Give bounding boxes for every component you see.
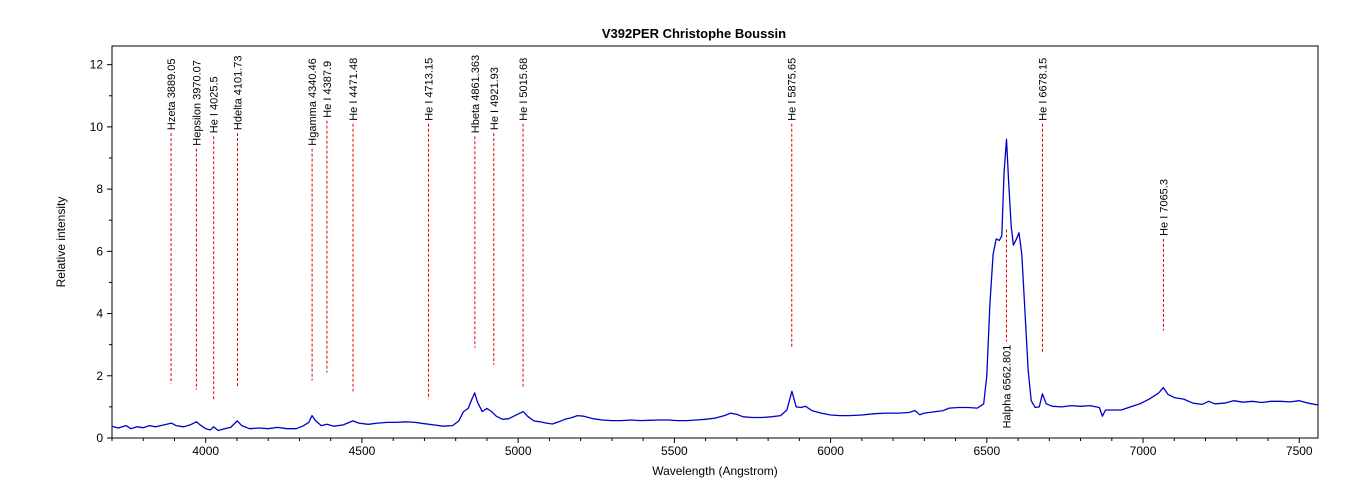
line-marker-label: Hgamma 4340.46 <box>307 58 319 145</box>
y-tick-label: 0 <box>96 431 103 445</box>
y-tick-label: 4 <box>96 307 103 321</box>
spectral-line-markers: Hzeta 3889.05 Hepsilon 3970.07 He I 4025.5… <box>166 55 1170 428</box>
y-tick-label: 2 <box>96 369 103 383</box>
line-marker-label: He I 4713.15 <box>424 58 436 121</box>
line-marker-label: Hepsilon 3970.07 <box>191 60 203 146</box>
series-layer <box>111 138 1319 432</box>
line-marker-label: Hbeta 4861.363 <box>470 55 482 133</box>
plot-area-frame <box>111 45 1319 439</box>
line-marker-label: He I 4471.48 <box>348 58 360 121</box>
x-tick-label: 7000 <box>1130 444 1157 458</box>
y-tick-label: 8 <box>96 182 103 196</box>
line-marker-label: He I 5015.68 <box>518 58 530 121</box>
line-marker-label: He I 7065.3 <box>1158 179 1170 236</box>
chart-title: V392PER Christophe Boussin <box>602 26 786 41</box>
y-tick-label: 12 <box>90 58 104 72</box>
line-marker-label: Hzeta 3889.05 <box>166 59 178 131</box>
x-tick-label: 5000 <box>505 444 532 458</box>
y-tick-label: 6 <box>96 244 103 258</box>
line-marker-label: He I 4387.9 <box>322 61 334 118</box>
line-marker-label: Hdelta 4101.73 <box>233 55 245 130</box>
x-tick-label: 6000 <box>817 444 844 458</box>
x-axis: 4000 4500 5000 5500 6000 6500 7000 7500 <box>111 438 1313 458</box>
x-tick-label: 7500 <box>1286 444 1313 458</box>
line-marker-label: Halpha 6562.801 <box>1001 345 1013 429</box>
y-axis: 0 2 4 6 8 10 12 <box>90 58 112 445</box>
spectrum-line-series-0 <box>111 138 1319 432</box>
line-marker-label: He I 5875.65 <box>787 58 799 121</box>
x-tick-label: 6500 <box>973 444 1000 458</box>
x-tick-label: 4000 <box>192 444 219 458</box>
x-axis-title: Wavelength (Angstrom) <box>652 464 778 478</box>
x-tick-label: 4500 <box>349 444 376 458</box>
line-marker-label: He I 4921.93 <box>489 67 501 130</box>
y-tick-label: 10 <box>90 120 104 134</box>
line-marker-label: He I 4025.5 <box>209 76 221 133</box>
x-tick-label: 5500 <box>661 444 688 458</box>
line-marker-label: He I 6678.15 <box>1038 58 1050 121</box>
y-axis-title: Relative intensity <box>54 197 68 288</box>
